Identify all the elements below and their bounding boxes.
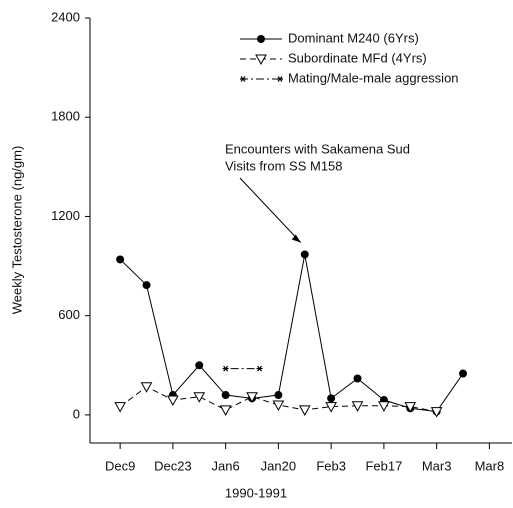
x-axis-label: 1990-1991 <box>225 485 287 500</box>
legend-label: Mating/Male-male aggression <box>288 70 459 85</box>
point <box>221 391 230 400</box>
legend-label: Dominant M240 (6Yrs) <box>288 30 419 45</box>
point <box>298 405 311 416</box>
point <box>246 392 258 403</box>
annotation: Encounters with Sakamena Sud <box>225 141 410 156</box>
point <box>300 250 309 259</box>
arrow-head <box>291 234 301 243</box>
annotation: Visits from SS M158 <box>225 158 343 173</box>
point <box>256 365 263 372</box>
point <box>219 405 232 416</box>
point <box>167 395 179 407</box>
point <box>353 374 362 383</box>
x-tick-label: Jan20 <box>261 458 296 473</box>
x-tick-label: Mar8 <box>475 458 505 473</box>
x-tick-label: Feb17 <box>365 458 402 473</box>
point <box>327 394 336 403</box>
x-tick-label: Dec9 <box>105 458 135 473</box>
point <box>257 35 265 43</box>
y-tick-label: 0 <box>73 406 80 421</box>
y-tick-label: 1800 <box>51 109 80 124</box>
point <box>193 392 206 403</box>
x-tick-label: Jan6 <box>212 458 240 473</box>
point <box>459 369 468 378</box>
y-tick-label: 2400 <box>51 9 80 24</box>
x-tick-label: Mar3 <box>422 458 452 473</box>
point <box>404 402 417 413</box>
point <box>325 402 337 413</box>
point <box>255 54 267 66</box>
point <box>351 401 364 412</box>
x-tick-label: Feb3 <box>316 458 346 473</box>
point <box>222 365 229 372</box>
point <box>240 76 246 82</box>
series-line <box>119 254 464 413</box>
point <box>277 76 283 82</box>
point <box>140 382 153 393</box>
point <box>378 401 390 412</box>
y-tick-label: 600 <box>58 307 80 322</box>
point <box>116 255 125 264</box>
point <box>142 281 151 290</box>
y-axis-label: Weekly Testosterone (ng/gm) <box>9 146 24 315</box>
annotation-arrow <box>239 177 302 243</box>
point <box>272 400 285 411</box>
point <box>274 391 283 400</box>
point <box>114 402 126 413</box>
point <box>195 361 204 370</box>
legend-label: Subordinate MFd (4Yrs) <box>288 50 427 65</box>
x-tick-label: Dec23 <box>154 458 192 473</box>
point <box>430 407 443 418</box>
y-tick-label: 1200 <box>51 208 80 223</box>
